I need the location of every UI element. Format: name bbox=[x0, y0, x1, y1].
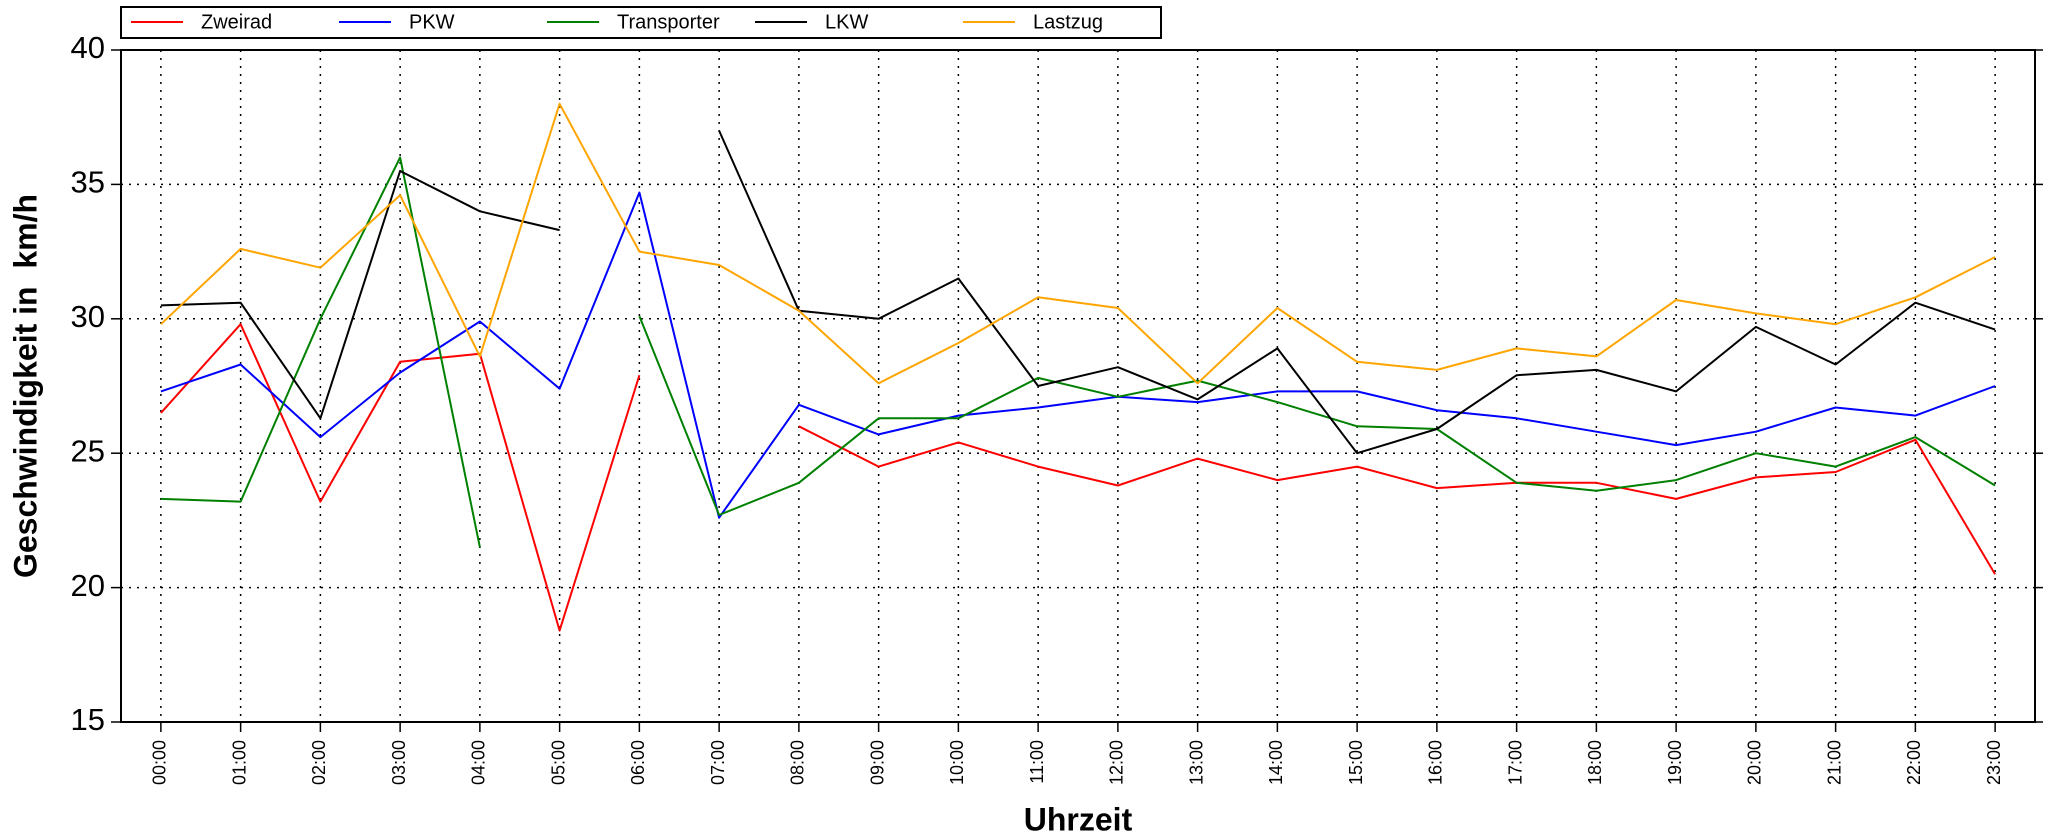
x-tick-label: 12:00 bbox=[1107, 740, 1127, 785]
series-line bbox=[160, 156, 1996, 548]
y-tick-label: 20 bbox=[71, 568, 105, 603]
x-tick-label: 19:00 bbox=[1665, 740, 1685, 785]
x-tick-label: 21:00 bbox=[1824, 740, 1844, 785]
legend-label: Transporter bbox=[617, 11, 720, 33]
x-tick-label: 02:00 bbox=[309, 740, 329, 785]
x-tick-label: 15:00 bbox=[1346, 740, 1366, 785]
y-tick-label: 40 bbox=[71, 30, 105, 65]
x-tick-label: 09:00 bbox=[867, 740, 887, 785]
x-tick-label: 14:00 bbox=[1266, 740, 1286, 785]
series-line bbox=[160, 323, 1996, 632]
x-tick-label: 18:00 bbox=[1585, 740, 1605, 785]
y-tick-label: 25 bbox=[71, 433, 105, 468]
x-tick-label: 11:00 bbox=[1027, 740, 1047, 784]
y-tick-label: 30 bbox=[71, 299, 105, 334]
y-axis-title: Geschwindigkeit in km/h bbox=[7, 194, 43, 578]
x-tick-label: 06:00 bbox=[628, 740, 648, 785]
x-tick-label: 05:00 bbox=[548, 740, 568, 785]
x-tick-label: 16:00 bbox=[1426, 740, 1446, 785]
x-tick-label: 10:00 bbox=[947, 740, 967, 785]
plot-frame bbox=[120, 49, 2036, 723]
legend-label: PKW bbox=[409, 11, 455, 33]
x-tick-label: 07:00 bbox=[708, 740, 728, 785]
x-tick-label: 23:00 bbox=[1984, 740, 2004, 785]
y-tick-label: 35 bbox=[71, 165, 105, 200]
y-tick-label: 15 bbox=[71, 702, 105, 737]
legend-label: Lastzug bbox=[1033, 11, 1103, 33]
x-tick-label: 20:00 bbox=[1745, 740, 1765, 785]
legend-label: Zweirad bbox=[201, 11, 272, 33]
series-line bbox=[160, 102, 1996, 385]
x-tick-label: 03:00 bbox=[389, 740, 409, 785]
x-tick-label: 22:00 bbox=[1904, 740, 1924, 785]
series-line bbox=[160, 130, 1996, 455]
x-tick-label: 04:00 bbox=[469, 740, 489, 785]
x-tick-label: 00:00 bbox=[150, 740, 170, 785]
x-axis-title: Uhrzeit bbox=[1024, 801, 1133, 837]
x-tick-label: 17:00 bbox=[1505, 740, 1525, 785]
x-tick-label: 13:00 bbox=[1186, 740, 1206, 785]
x-tick-label: 08:00 bbox=[788, 740, 808, 785]
legend-label: LKW bbox=[825, 11, 868, 33]
x-tick-label: 01:00 bbox=[229, 740, 249, 785]
